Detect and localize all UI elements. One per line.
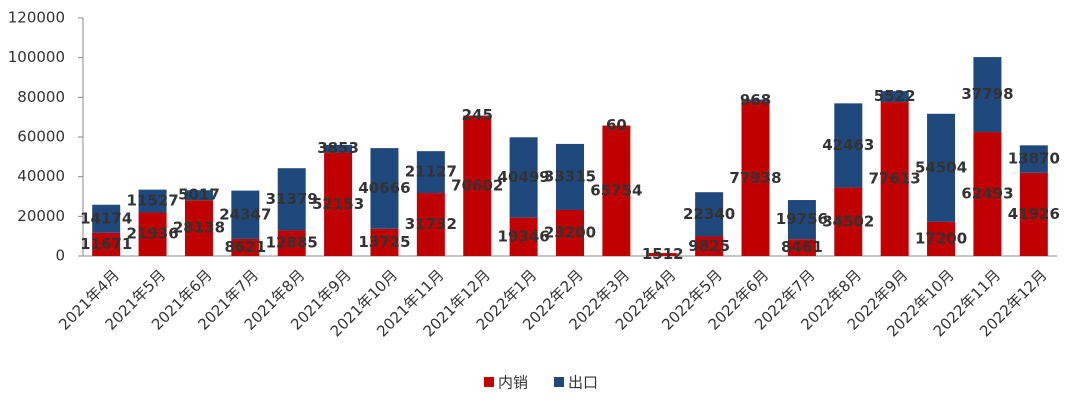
data-label: 31379 bbox=[266, 190, 318, 208]
bar-segment bbox=[509, 137, 538, 218]
data-label: 77938 bbox=[729, 169, 781, 187]
y-tick-label: 60000 bbox=[17, 128, 65, 146]
bar-segment bbox=[741, 101, 770, 256]
bar-segment bbox=[416, 151, 445, 194]
data-label: 1512 bbox=[642, 245, 684, 263]
bar-segment bbox=[927, 221, 956, 256]
data-label: 77613 bbox=[869, 170, 921, 188]
bar-segment bbox=[927, 113, 956, 222]
data-label: 19346 bbox=[498, 227, 550, 245]
bar-segment bbox=[973, 57, 1002, 133]
bar-segment bbox=[602, 125, 631, 257]
bar-segment bbox=[324, 144, 353, 153]
data-label: 60 bbox=[606, 116, 627, 134]
data-label: 40666 bbox=[358, 179, 410, 197]
bar-segment bbox=[463, 115, 492, 256]
data-label: 23200 bbox=[544, 223, 596, 241]
data-label: 968 bbox=[740, 91, 771, 109]
data-label: 33315 bbox=[544, 167, 596, 185]
bar-segment bbox=[184, 190, 213, 201]
data-label: 12885 bbox=[266, 234, 318, 252]
data-label: 11527 bbox=[126, 192, 178, 210]
y-tick-label: 0 bbox=[55, 247, 65, 265]
data-label: 19756 bbox=[776, 210, 828, 228]
bar-segment bbox=[834, 187, 863, 256]
bar-segment bbox=[880, 102, 909, 256]
bar-segment bbox=[973, 132, 1002, 256]
y-tick-label: 100000 bbox=[8, 48, 65, 66]
bar-segment bbox=[880, 91, 909, 103]
bar-segment bbox=[370, 228, 399, 256]
data-label: 13725 bbox=[358, 233, 410, 251]
data-label: 70602 bbox=[451, 176, 503, 194]
data-label: 9825 bbox=[688, 237, 730, 255]
bar-segment bbox=[231, 238, 260, 256]
bar-segment bbox=[92, 204, 121, 233]
y-tick-label: 40000 bbox=[17, 167, 65, 185]
data-label: 37798 bbox=[961, 85, 1013, 103]
data-label: 14174 bbox=[80, 209, 132, 227]
bar-segment bbox=[370, 148, 399, 229]
data-label: 5522 bbox=[874, 87, 916, 105]
bar-segment bbox=[695, 236, 724, 256]
data-label: 34502 bbox=[822, 212, 874, 230]
data-label: 5017 bbox=[178, 186, 220, 204]
bar-segment bbox=[416, 193, 445, 256]
legend-swatch bbox=[554, 377, 564, 387]
bar-segment bbox=[556, 143, 584, 210]
bar-segment bbox=[834, 103, 863, 188]
data-label: 31732 bbox=[405, 215, 457, 233]
bar-segment bbox=[138, 189, 167, 213]
bar-segment bbox=[1019, 172, 1048, 256]
data-label: 65754 bbox=[590, 181, 642, 199]
data-label: 8461 bbox=[781, 238, 823, 256]
bar-segment bbox=[556, 209, 584, 256]
bar-segment bbox=[648, 253, 677, 256]
bar-segment bbox=[231, 190, 260, 239]
legend-label: 出口 bbox=[568, 374, 598, 392]
bar-segment bbox=[787, 239, 816, 256]
data-label: 42463 bbox=[822, 136, 874, 154]
data-label: 11671 bbox=[80, 235, 132, 253]
data-label: 21936 bbox=[126, 225, 178, 243]
data-label: 21127 bbox=[405, 163, 457, 181]
bar-segment bbox=[787, 200, 816, 240]
data-label: 24347 bbox=[219, 205, 271, 223]
data-label: 13870 bbox=[1008, 150, 1060, 168]
y-tick-label: 20000 bbox=[17, 207, 65, 225]
bar-segment bbox=[741, 99, 770, 102]
data-label: 17200 bbox=[915, 229, 967, 247]
data-label: 28138 bbox=[173, 219, 225, 237]
y-tick-label: 80000 bbox=[17, 88, 65, 106]
data-label: 40499 bbox=[498, 168, 550, 186]
bar-segment bbox=[138, 212, 167, 256]
data-label: 62493 bbox=[961, 185, 1013, 203]
bar-segment bbox=[92, 232, 121, 256]
data-label: 22340 bbox=[683, 205, 735, 223]
bar-segment bbox=[184, 200, 213, 256]
bar-segment bbox=[277, 230, 306, 256]
legend-label: 内销 bbox=[498, 374, 528, 392]
bar-segment bbox=[695, 192, 724, 237]
legend-swatch bbox=[484, 377, 494, 387]
bar-segment bbox=[277, 168, 306, 231]
data-label: 8621 bbox=[224, 238, 266, 256]
bar-segment bbox=[1019, 145, 1048, 173]
data-label: 3853 bbox=[317, 139, 359, 157]
y-tick-label: 120000 bbox=[8, 9, 65, 27]
data-label: 52153 bbox=[312, 195, 364, 213]
data-label: 54504 bbox=[915, 158, 967, 176]
data-label: 41926 bbox=[1008, 205, 1060, 223]
data-label: 245 bbox=[462, 106, 493, 124]
bar-segment bbox=[324, 152, 353, 256]
bar-segment bbox=[509, 217, 538, 256]
